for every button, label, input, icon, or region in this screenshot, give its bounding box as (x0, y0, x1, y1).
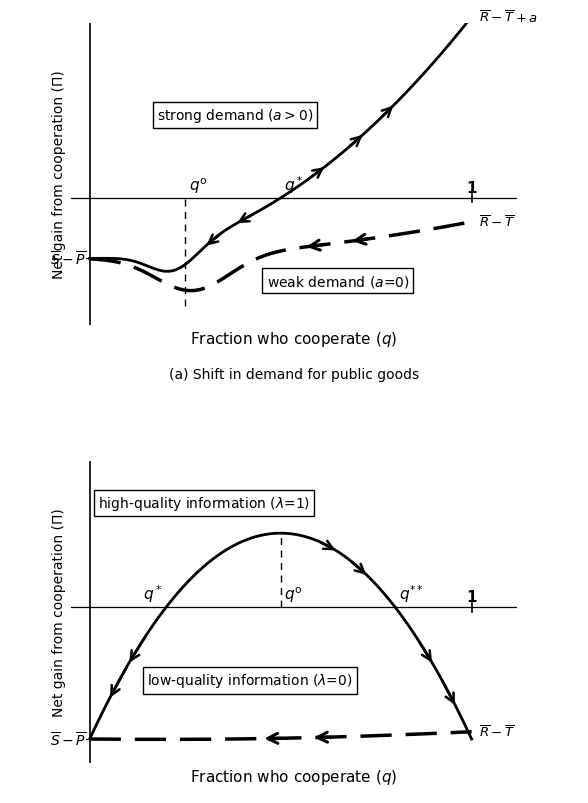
Text: low-quality information ($\lambda$=0): low-quality information ($\lambda$=0) (147, 671, 353, 690)
Text: weak demand ($a$=0): weak demand ($a$=0) (266, 273, 409, 289)
Text: $\overline{S}-\overline{P}$: $\overline{S}-\overline{P}$ (49, 730, 86, 748)
X-axis label: Fraction who cooperate ($q$): Fraction who cooperate ($q$) (191, 330, 397, 349)
Text: $\overline{R}-\overline{T}+a$: $\overline{R}-\overline{T}+a$ (479, 10, 539, 26)
X-axis label: Fraction who cooperate ($q$): Fraction who cooperate ($q$) (191, 767, 397, 786)
Text: $q^*$: $q^*$ (143, 582, 162, 604)
Text: $\mathbf{1}$: $\mathbf{1}$ (466, 588, 477, 604)
Text: high-quality information ($\lambda$=1): high-quality information ($\lambda$=1) (98, 495, 310, 512)
Text: $\overline{R}-\overline{T}$: $\overline{R}-\overline{T}$ (479, 724, 516, 740)
Text: strong demand ($a$$>$0): strong demand ($a$$>$0) (156, 107, 313, 125)
Text: $q^\mathrm{o}$: $q^\mathrm{o}$ (189, 176, 208, 195)
Text: $q^*$: $q^*$ (285, 173, 304, 195)
Text: $\mathbf{1}$: $\mathbf{1}$ (466, 180, 477, 195)
Text: $\overline{R}-\overline{T}$: $\overline{R}-\overline{T}$ (479, 214, 516, 230)
Text: $q^{**}$: $q^{**}$ (399, 582, 424, 604)
Text: $\overline{S}-\overline{P}$: $\overline{S}-\overline{P}$ (49, 250, 86, 268)
Y-axis label: Net gain from cooperation (Π): Net gain from cooperation (Π) (52, 71, 66, 279)
Text: (a) Shift in demand for public goods: (a) Shift in demand for public goods (169, 368, 419, 381)
Text: $q^\mathrm{o}$: $q^\mathrm{o}$ (285, 585, 303, 604)
Y-axis label: Net gain from cooperation (Π): Net gain from cooperation (Π) (52, 507, 66, 716)
